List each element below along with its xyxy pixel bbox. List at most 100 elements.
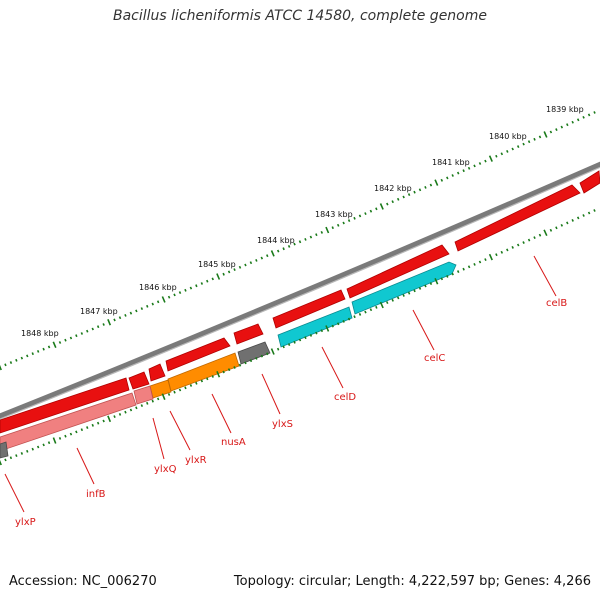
inner-tick — [15, 454, 18, 458]
outer-tick — [64, 338, 67, 342]
inner-tick — [151, 399, 154, 403]
outer-tick — [407, 193, 411, 197]
outer-tick — [161, 296, 166, 303]
gene-label-ylxP: ylxP — [15, 517, 36, 528]
inner-tick — [473, 262, 476, 266]
outer-tick — [495, 154, 498, 158]
kbp-label-1845: 1845 kbp — [198, 260, 236, 269]
inner-tick — [364, 310, 367, 314]
inner-tick — [233, 366, 236, 369]
inner-tick — [244, 361, 247, 365]
outer-tick — [15, 358, 18, 362]
inner-tick — [211, 375, 214, 378]
inner-tick — [446, 275, 449, 278]
outer-tick — [124, 313, 127, 317]
gene-arrow-ylxS — [237, 341, 271, 365]
kbp-label-1848: 1848 kbp — [21, 329, 59, 338]
inner-tick — [511, 245, 514, 249]
outer-tick — [347, 219, 351, 223]
inner-tick — [69, 432, 73, 436]
gene-label-leaders — [4, 255, 557, 513]
outer-tick — [249, 261, 253, 265]
inner-tick — [538, 233, 542, 237]
outer-tick — [287, 244, 291, 248]
inner-tick — [4, 458, 7, 462]
gene-arrow-fwd-5 — [233, 323, 264, 345]
inner-tick — [560, 223, 564, 227]
inner-tick — [543, 229, 548, 237]
inner-tick — [516, 243, 520, 247]
outer-tick — [282, 247, 285, 251]
inner-tick — [26, 449, 29, 453]
inner-tick — [0, 459, 2, 466]
outer-tick — [200, 282, 204, 285]
gene-arrow-celD — [277, 306, 353, 348]
leader-ylxQ — [152, 417, 165, 460]
kbp-label-1839: 1839 kbp — [546, 105, 584, 114]
inner-tick — [146, 401, 149, 405]
outer-tick — [222, 272, 225, 276]
outer-tick — [549, 130, 553, 134]
inner-tick — [86, 426, 89, 429]
gene-arrow-fwd-6 — [165, 337, 231, 372]
inner-tick — [320, 329, 324, 333]
outer-tick — [298, 240, 302, 244]
inner-tick — [80, 428, 84, 432]
inner-tick — [195, 381, 198, 385]
outer-tick — [244, 263, 247, 267]
inner-tick — [369, 308, 373, 312]
outer-tick — [260, 256, 264, 260]
inner-tick — [156, 397, 160, 401]
gene-arrow-fwd-3 — [346, 244, 450, 299]
genome-title: Bacillus licheniformis ATCC 14580, compl… — [113, 8, 487, 24]
inner-tick — [304, 336, 307, 340]
outer-tick — [391, 200, 394, 204]
inner-tick — [293, 340, 296, 344]
outer-tick — [118, 316, 122, 320]
inner-tick — [571, 218, 574, 222]
outer-tick — [189, 286, 193, 290]
outer-tick — [533, 137, 536, 141]
inner-tick — [113, 415, 116, 419]
leader-celC — [412, 309, 435, 351]
inner-tick — [173, 390, 176, 394]
outer-tick — [516, 145, 520, 149]
inner-tick — [418, 286, 422, 290]
outer-tick — [151, 302, 154, 306]
forward-strand-features — [0, 170, 600, 434]
inner-tick — [161, 393, 166, 400]
inner-tick — [375, 305, 378, 309]
inner-tick — [342, 319, 345, 323]
gene-arrow-fwd-2 — [454, 184, 581, 252]
inner-tick — [107, 415, 112, 423]
inner-tick — [140, 404, 144, 408]
inner-tick — [216, 370, 221, 378]
outer-tick — [484, 159, 487, 163]
gene-label-celD: celD — [334, 392, 356, 403]
outer-tick — [571, 120, 574, 124]
inner-tick — [522, 241, 525, 244]
leader-ylxS — [261, 373, 281, 415]
inner-tick — [20, 452, 24, 455]
inner-tick — [135, 406, 138, 410]
inner-tick — [184, 386, 187, 390]
inner-tick — [178, 388, 182, 392]
outer-tick — [309, 235, 313, 239]
inner-tick — [298, 338, 302, 342]
outer-tick — [402, 195, 405, 199]
inner-tick — [260, 354, 264, 358]
inner-tick — [270, 348, 275, 355]
gene-arrow-fwd-8 — [128, 371, 150, 390]
outer-tick — [560, 125, 564, 129]
inner-tick — [353, 315, 356, 319]
inner-tick — [533, 236, 536, 240]
outer-tick — [184, 288, 187, 292]
inner-tick — [266, 352, 269, 356]
inner-tick — [52, 437, 57, 444]
outer-tick — [506, 149, 509, 153]
outer-tick — [511, 147, 514, 151]
kbp-label-1846: 1846 kbp — [139, 283, 177, 292]
inner-tick — [102, 419, 105, 423]
outer-tick — [364, 212, 367, 216]
